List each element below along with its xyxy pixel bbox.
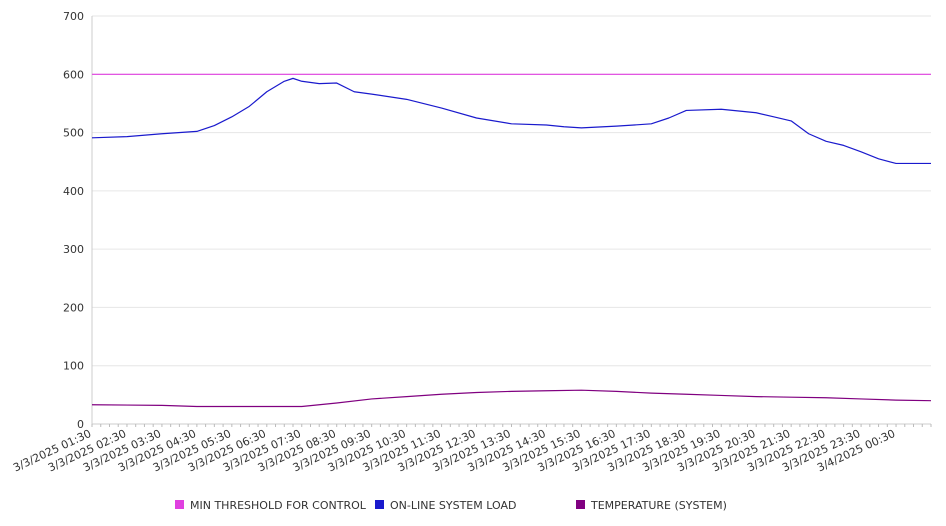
series-layer [91,73,932,408]
legend: MIN THRESHOLD FOR CONTROL ON-LINE SYSTEM … [175,499,727,512]
x-axis-ticks: 3/3/2025 01:303/3/2025 02:303/3/2025 03:… [11,427,897,475]
legend-swatch [576,500,585,509]
y-tick-label: 200 [63,301,84,314]
legend-swatch [375,500,384,509]
y-tick-label: 100 [63,360,84,373]
y-tick-label: 500 [63,127,84,140]
axes [91,16,932,427]
legend-swatch [175,500,184,509]
legend-label: MIN THRESHOLD FOR CONTROL [190,499,367,512]
y-axis-ticks: 0 100 200 300 400 500 600 700 [63,10,84,431]
y-tick-label: 600 [63,68,84,81]
legend-label: ON-LINE SYSTEM LOAD [390,499,516,512]
y-tick-label: 0 [77,418,84,431]
grid-lines [92,15,931,367]
y-tick-label: 700 [63,10,84,23]
legend-label: TEMPERATURE (SYSTEM) [590,499,727,512]
series-line-temperature-system [91,389,932,408]
y-tick-label: 400 [63,185,84,198]
y-tick-label: 300 [63,243,84,256]
series-line-on-line-system-load [91,77,931,165]
